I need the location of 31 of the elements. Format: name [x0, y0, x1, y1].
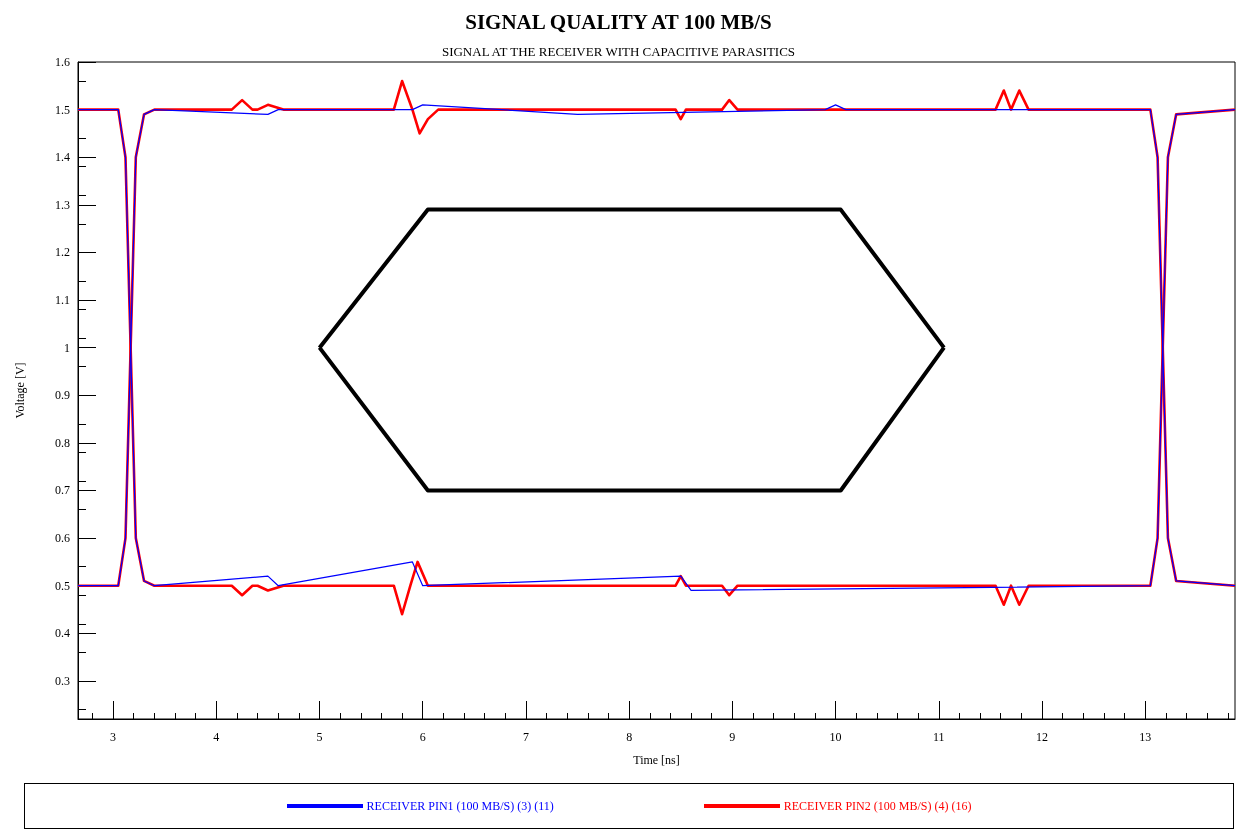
text: RECEIVER PIN1 (100 MB/S) (3) (11): [366, 798, 554, 814]
y-tick-label: 0.3: [55, 673, 70, 688]
text: RECEIVER PIN2 (100 MB/S) (4) (16): [783, 798, 972, 814]
y-tick-label: 0.9: [55, 388, 70, 403]
x-tick-label: 12: [1035, 730, 1048, 744]
y-tick-label: 0.7: [55, 483, 70, 498]
y-tick-label: 0.5: [55, 578, 70, 593]
x-tick-label: 3: [110, 730, 117, 744]
x-tick-label: 6: [419, 730, 426, 744]
y-axis-title: Voltage [V]: [13, 362, 27, 419]
chart-title: SIGNAL QUALITY AT 100 MB/S: [465, 9, 772, 34]
x-tick-label: 11: [933, 730, 945, 744]
x-tick-label: 8: [626, 730, 633, 744]
y-tick-label: 1.2: [55, 245, 70, 260]
x-tick-label: 7: [522, 730, 529, 744]
y-tick-label: 1.5: [55, 102, 70, 117]
y-tick-label: 0.6: [55, 531, 70, 546]
y-tick-label: 1: [64, 340, 70, 355]
y-tick-label: 1.6: [55, 55, 70, 69]
x-tick-label: 10: [829, 730, 842, 744]
x-tick-label: 9: [729, 730, 736, 744]
x-tick-label: 13: [1139, 730, 1152, 744]
y-tick-label: 1.3: [55, 197, 70, 212]
x-tick-label: 4: [213, 730, 220, 744]
y-tick-label: 1.1: [55, 293, 70, 308]
y-tick-label: 1.4: [55, 150, 70, 165]
x-tick-label: 5: [316, 730, 323, 744]
chart-subtitle: SIGNAL AT THE RECEIVER WITH CAPACITIVE PARASITICS: [441, 44, 796, 59]
y-tick-label: 0.4: [55, 626, 70, 641]
x-axis-title: Time [ns]: [633, 753, 680, 767]
y-tick-label: 0.8: [55, 435, 70, 450]
